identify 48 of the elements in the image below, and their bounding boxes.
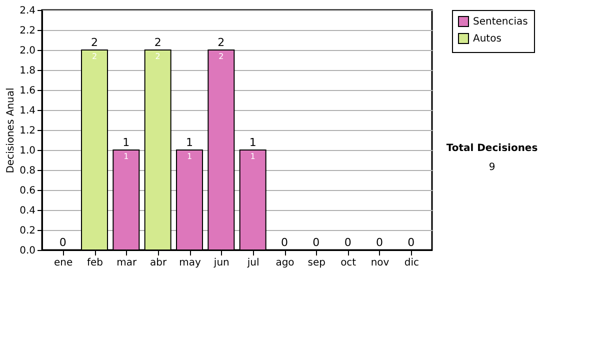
- data-label: 2: [218, 52, 224, 61]
- y-tick-label: 1.8: [20, 66, 36, 76]
- total-label: 0: [376, 236, 383, 249]
- y-tick-label: 0.0: [20, 246, 36, 256]
- x-tick-label: jun: [212, 258, 230, 268]
- total-label: 2: [218, 36, 225, 49]
- total-label: 0: [281, 236, 288, 249]
- y-tick-label: 2.0: [20, 46, 36, 56]
- total-label: 1: [122, 136, 130, 149]
- total-label: 1: [249, 136, 256, 149]
- total-label: 0: [344, 236, 352, 249]
- x-tick-label: feb: [86, 258, 104, 268]
- x-tick-label: mar: [116, 258, 138, 268]
- x-tick-label: dic: [404, 258, 419, 268]
- total-label: 2: [154, 36, 162, 49]
- data-label: 1: [186, 152, 192, 161]
- total-label: 0: [408, 236, 415, 249]
- text: Total Decisiones: [446, 143, 538, 154]
- data-label: 2: [155, 52, 160, 61]
- x-tick-label: jul: [246, 258, 260, 268]
- y-tick-label: 1.2: [20, 126, 36, 136]
- total-label: 0: [59, 236, 66, 249]
- y-tick-label: 0.6: [20, 186, 36, 196]
- y-tick-label: 2.2: [20, 26, 36, 36]
- total-label: 2: [91, 36, 98, 49]
- total-label: 1: [186, 136, 193, 149]
- total-label: 0: [312, 236, 320, 249]
- x-tick-label: oct: [340, 258, 356, 268]
- x-tick-label: nov: [370, 258, 390, 268]
- y-axis-title: Decisiones Anual: [6, 88, 17, 174]
- x-tick-label: ene: [54, 258, 73, 268]
- data-label: 1: [124, 152, 129, 161]
- legend-label: Autos: [473, 34, 502, 44]
- legend-label: Sentencias: [473, 16, 528, 28]
- x-tick-label: sep: [308, 258, 326, 268]
- y-tick-label: 0.2: [20, 226, 36, 236]
- data-label: 1: [250, 152, 256, 161]
- text: 9: [488, 162, 496, 173]
- x-tick-label: may: [179, 258, 201, 268]
- y-tick-label: 0.8: [20, 166, 36, 176]
- y-tick-label: 0.4: [20, 206, 36, 216]
- y-tick-label: 1.0: [20, 146, 36, 156]
- y-tick-label: 2.4: [20, 6, 36, 16]
- x-tick-label: abr: [150, 258, 168, 268]
- data-label: 2: [92, 52, 98, 61]
- x-tick-label: ago: [276, 258, 294, 268]
- y-tick-label: 1.4: [20, 106, 36, 116]
- y-tick-label: 1.6: [20, 86, 36, 96]
